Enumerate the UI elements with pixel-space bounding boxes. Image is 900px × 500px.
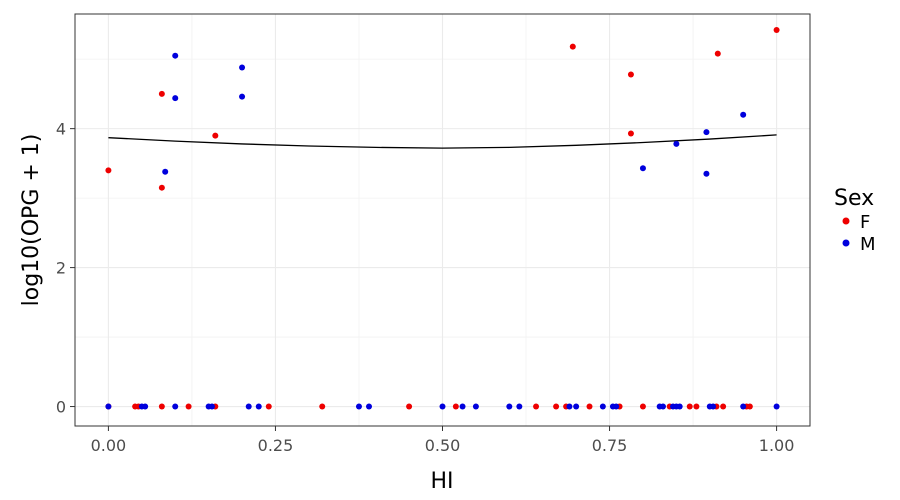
data-point-f	[185, 403, 192, 410]
x-axis-title: HI	[430, 469, 453, 494]
x-axis-ticks: 0.00 0.25 0.50 0.75 1.00	[91, 426, 795, 455]
data-point-m	[142, 403, 149, 410]
data-point-f	[586, 403, 593, 410]
data-point-f	[452, 403, 459, 410]
data-point-m	[660, 403, 666, 410]
x-tick-label: 0.25	[258, 436, 294, 455]
data-point-m	[172, 52, 179, 59]
data-point-f	[714, 50, 721, 57]
x-tick-label: 0.00	[91, 436, 127, 455]
data-point-f	[686, 403, 693, 410]
data-point-m	[366, 403, 372, 410]
data-point-f	[627, 130, 634, 137]
data-point-f	[265, 403, 272, 410]
x-tick-label: 0.75	[592, 436, 628, 455]
data-point-m	[459, 403, 466, 410]
smooth-line-group	[108, 134, 777, 149]
data-point-m	[162, 168, 169, 175]
data-point-m	[355, 403, 362, 410]
data-point-f	[693, 403, 700, 410]
data-point-m	[740, 111, 747, 118]
x-tick-label: 0.50	[425, 436, 461, 455]
y-tick-label: 0	[56, 398, 66, 417]
data-point-m	[239, 93, 246, 100]
data-point-m	[573, 403, 580, 410]
legend-key-m	[842, 239, 850, 247]
data-point-f	[746, 403, 753, 410]
y-tick-label: 2	[56, 259, 66, 278]
data-point-f	[773, 26, 780, 33]
data-point-f	[569, 43, 576, 50]
data-point-m	[566, 403, 573, 410]
data-point-f	[720, 403, 727, 410]
data-point-f	[319, 403, 326, 410]
data-point-m	[639, 165, 646, 172]
data-point-m	[172, 95, 179, 102]
data-point-m	[613, 403, 620, 410]
y-tick-label: 4	[56, 120, 66, 139]
data-point-m	[703, 129, 710, 136]
grid-lines	[75, 14, 810, 426]
y-axis-ticks: 0 2 4	[56, 120, 75, 417]
data-point-m	[710, 403, 717, 410]
data-point-m	[239, 64, 246, 71]
data-point-f	[158, 403, 165, 410]
data-point-f	[627, 71, 634, 78]
data-point-m	[208, 403, 215, 410]
data-point-f	[553, 403, 560, 410]
data-point-m	[599, 403, 606, 410]
legend: Sex F M	[834, 186, 876, 255]
legend-label-m: M	[860, 234, 876, 255]
y-axis-title: log10(OPG + 1)	[19, 134, 44, 307]
data-point-f	[158, 184, 165, 191]
data-point-m	[703, 170, 710, 177]
data-point-f	[406, 403, 413, 410]
data-point-f	[639, 403, 646, 410]
data-point-m	[245, 403, 252, 410]
data-point-m	[676, 403, 683, 410]
data-point-m	[740, 403, 747, 410]
data-point-f	[212, 132, 219, 139]
data-point-m	[172, 403, 179, 410]
data-points	[105, 26, 780, 410]
data-point-f	[533, 403, 540, 410]
x-tick-label: 1.00	[759, 436, 795, 455]
data-point-m	[472, 403, 479, 410]
data-point-m	[506, 403, 513, 410]
data-point-m	[516, 403, 523, 410]
data-point-m	[673, 140, 680, 147]
smooth-line	[108, 134, 777, 149]
legend-key-f	[842, 217, 850, 225]
data-point-f	[105, 167, 112, 174]
data-point-m	[773, 403, 780, 410]
data-point-f	[158, 90, 165, 97]
legend-title: Sex	[834, 186, 874, 211]
legend-label-f: F	[860, 212, 870, 233]
data-point-m	[439, 403, 446, 410]
data-point-m	[255, 403, 262, 410]
data-point-m	[105, 403, 112, 410]
